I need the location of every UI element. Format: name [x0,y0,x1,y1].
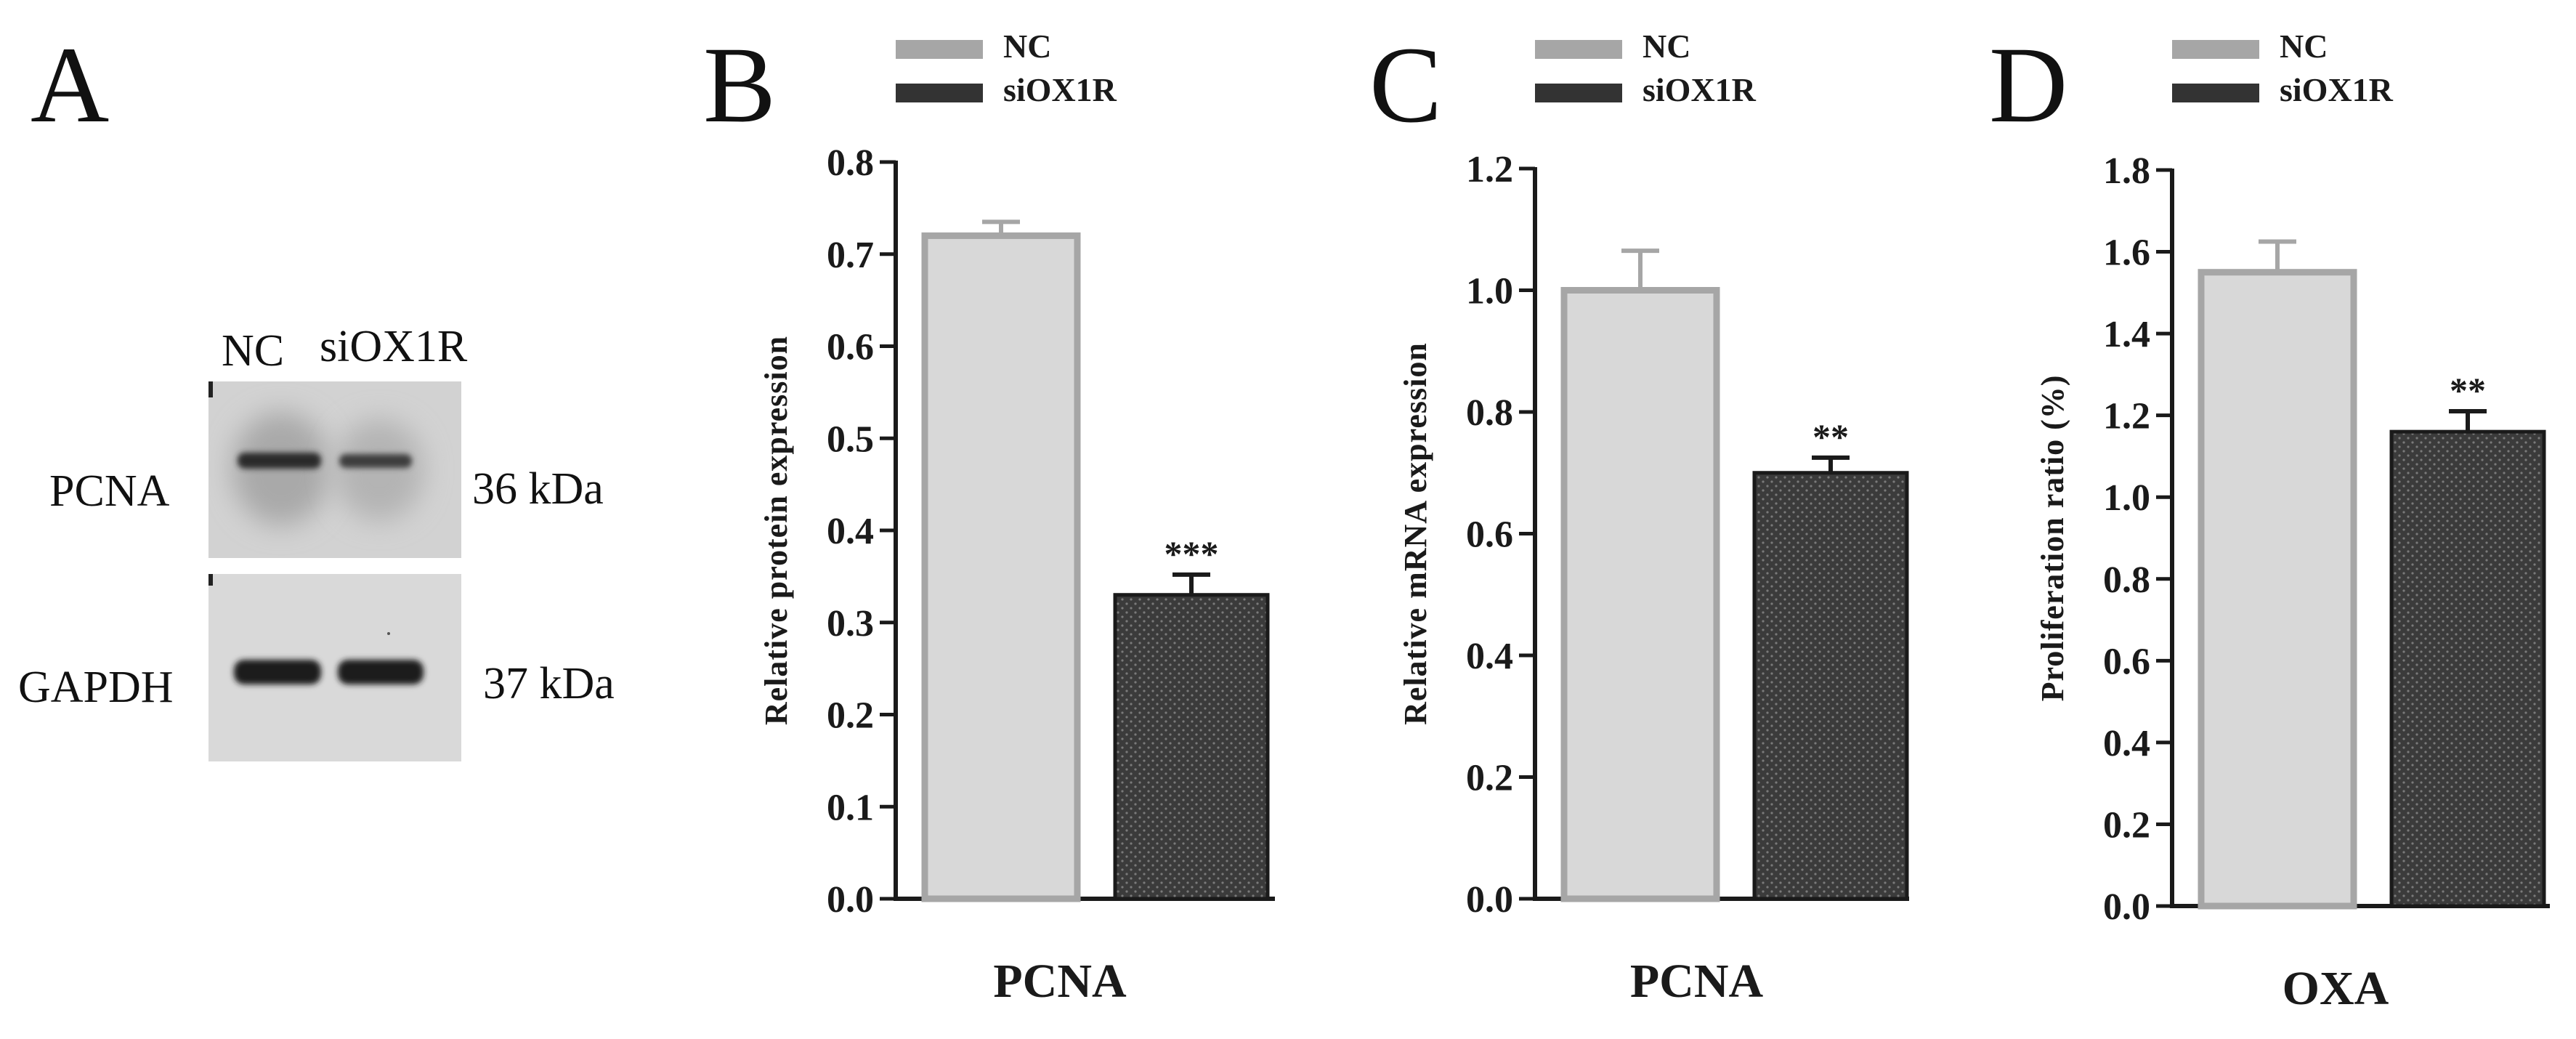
y-tick-label-b: 0.3 [827,603,874,644]
legend-label-siox1r-d: siOX1R [2280,71,2394,108]
bar-siox1r-d [2389,429,2546,908]
legend-label-nc-b: NC [1003,28,1051,65]
y-tick-label-c: 1.0 [1466,271,1513,312]
pcna-blot-image [208,381,461,558]
y-axis-label-c: Relative mRNA expression [1398,342,1433,725]
y-tick-label-c: 0.4 [1466,636,1513,677]
y-tick-label-b: 0.7 [827,235,874,276]
lane-label-siox1r: siOX1R [320,322,468,371]
legend-swatch-nc-d [2172,40,2259,59]
lane-label-nc: NC [222,326,285,376]
y-tick-label-d: 1.4 [2103,314,2150,355]
legend-label-nc-d: NC [2280,28,2328,65]
panel-d-letter: D [1989,25,2068,145]
gapdh-blot-bands [208,574,424,684]
significance-b: *** [1165,533,1219,574]
y-tick-label-d: 0.2 [2103,804,2150,846]
blot-label-pcna: PCNA [49,466,170,516]
significance-d: ** [2450,370,2486,411]
y-tick-label-d: 1.6 [2103,233,2150,274]
y-tick-label-d: 1.0 [2103,477,2150,519]
legend-swatch-siox1r-c [1535,84,1622,102]
x-axis-label-c: PCNA [1630,955,1764,1008]
y-axis-label-b: Relative protein expression [758,336,794,725]
y-tick-label-d: 0.8 [2103,559,2150,601]
gapdh-blot-image [208,574,461,761]
y-tick-label-d: 0.4 [2103,723,2150,764]
y-tick-label-b: 0.5 [827,419,874,460]
legend-swatch-nc-b [896,40,983,59]
y-tick-label-c: 0.6 [1466,514,1513,556]
bar-nc-b [921,232,1081,902]
panel-a-letter: A [31,25,110,145]
y-tick-label-b: 0.1 [827,787,874,828]
pcna-blot-bands [208,381,424,525]
bar-nc-c [1560,287,1720,902]
x-axis-label-d: OXA [2283,962,2389,1015]
y-tick-label-b: 0.4 [827,511,874,552]
y-tick-label-d: 0.0 [2103,886,2150,928]
y-tick-label-d: 1.2 [2103,396,2150,437]
legend-swatch-siox1r-d [2172,84,2259,102]
legend-swatch-nc-c [1535,40,1622,59]
x-axis-label-b: PCNA [993,955,1127,1008]
significance-c: ** [1812,416,1849,457]
y-tick-label-b: 0.6 [827,327,874,368]
y-tick-label-d: 0.6 [2103,641,2150,682]
legend-swatch-siox1r-b [896,84,983,102]
blot-size-pcna: 36 kDa [472,464,604,514]
legend-label-siox1r-b: siOX1R [1003,71,1117,108]
bar-nc-d [2198,269,2357,910]
y-tick-label-c: 0.0 [1466,879,1513,921]
panel-b-letter: B [703,25,777,145]
bar-siox1r-b [1113,593,1270,901]
panel-c-letter: C [1369,25,1443,145]
y-tick-label-c: 0.8 [1466,392,1513,434]
legend-label-nc-c: NC [1643,28,1690,65]
y-tick-label-c: 0.2 [1466,758,1513,799]
y-tick-label-b: 0.8 [827,142,874,184]
bar-siox1r-c [1752,471,1909,901]
y-tick-label-b: 0.2 [827,695,874,737]
blot-label-gapdh: GAPDH [18,663,174,712]
y-axis-label-d: Proliferation ratio (%) [2035,375,2070,702]
blot-size-gapdh: 37 kDa [483,659,615,708]
y-tick-label-c: 1.2 [1466,149,1513,190]
y-tick-label-d: 1.8 [2103,150,2150,192]
legend-label-siox1r-c: siOX1R [1643,71,1757,108]
y-tick-label-b: 0.0 [827,879,874,921]
